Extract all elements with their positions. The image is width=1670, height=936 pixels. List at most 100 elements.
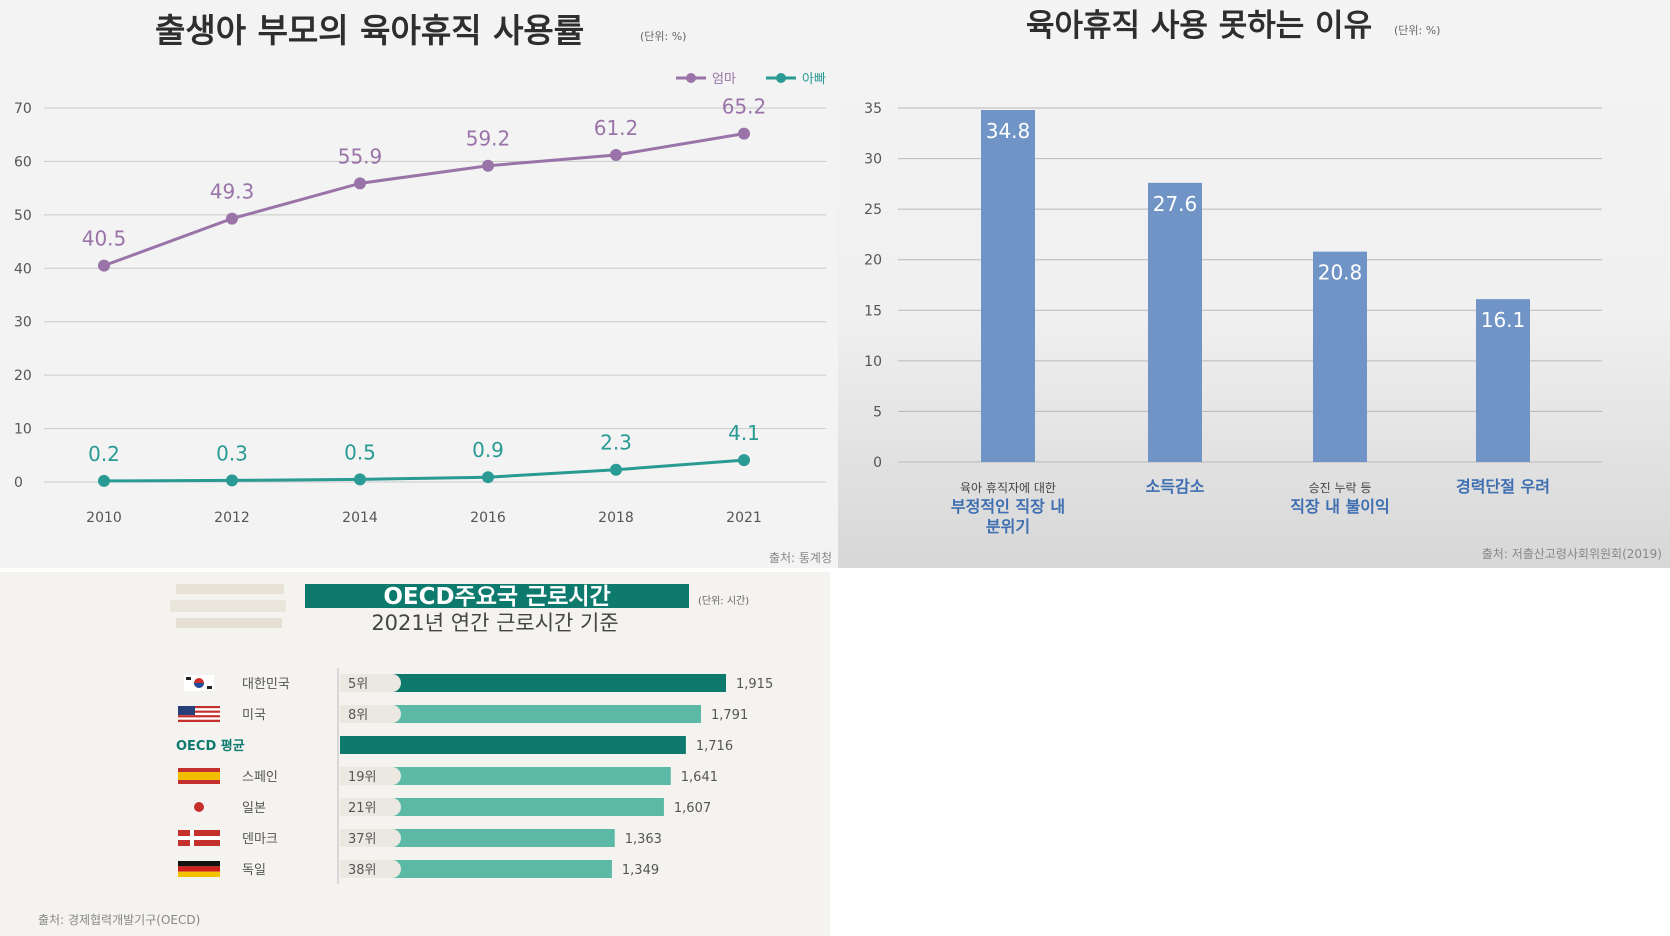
bar-chart-svg: 육아휴직 사용 못하는 이유 (단위: %) 0 5 10 15 20 25 30 35 34… <box>864 8 1662 561</box>
x-tick-label: 2016 <box>470 510 506 526</box>
rank-tab <box>340 860 401 878</box>
korea-flag-icon <box>184 675 214 691</box>
country-label: 일본 <box>242 801 266 816</box>
oecd-working-hours-chart: OECD주요국 근로시간 (단위: 시간) 2021년 연간 근로시간 기준 대… <box>0 572 830 936</box>
grid-lines <box>44 107 826 483</box>
bar-value-label: 20.8 <box>1318 261 1363 285</box>
data-label: 40.5 <box>82 227 127 251</box>
value-label: 1,791 <box>711 708 748 723</box>
country-label: 미국 <box>242 708 266 723</box>
data-label: 2.3 <box>600 431 632 455</box>
y-tick-label: 20 <box>14 368 32 384</box>
chart-unit: (단위: 시간) <box>698 594 749 607</box>
value-label: 1,349 <box>622 863 659 878</box>
chart-title: 육아휴직 사용 못하는 이유 <box>1026 8 1372 44</box>
data-label: 49.3 <box>210 180 255 204</box>
bar-value-label: 16.1 <box>1481 308 1526 332</box>
data-label: 0.3 <box>216 441 248 465</box>
rank-label: 37위 <box>348 832 377 847</box>
x-tick-label: 2010 <box>86 510 122 526</box>
data-point <box>482 159 494 172</box>
data-point <box>482 471 494 484</box>
hbar-chart-svg: OECD주요국 근로시간 (단위: 시간) 2021년 연간 근로시간 기준 대… <box>38 584 773 927</box>
line-chart-svg: 출생아 부모의 육아휴직 사용률 (단위: %) 엄마 아빠 0 10 20 30 40 5… <box>14 11 832 565</box>
category-label: 소득감소 <box>1146 477 1205 496</box>
category-label: 육아 휴직자에 대한 <box>960 481 1056 495</box>
rank-label: 5위 <box>348 677 368 692</box>
bar <box>340 798 664 816</box>
x-axis-ticks: 2010 2012 2014 2016 2018 2021 <box>86 510 762 526</box>
y-tick-label: 0 <box>873 455 882 471</box>
bar <box>340 829 615 847</box>
y-tick-label: 50 <box>14 208 32 224</box>
y-axis-ticks: 0 5 10 15 20 25 30 35 <box>864 101 882 471</box>
chart-subtitle: 2021년 연간 근로시간 기준 <box>371 611 618 635</box>
y-tick-label: 0 <box>14 475 23 491</box>
bar-value-label: 34.8 <box>986 119 1031 143</box>
category-label: 경력단절 우려 <box>1456 477 1550 496</box>
series-line-1 <box>103 458 745 483</box>
usa-flag-icon <box>178 706 220 722</box>
data-point <box>226 474 238 487</box>
rank-tab <box>340 829 401 847</box>
rank-tab <box>340 767 401 785</box>
y-axis-ticks: 0 10 20 30 40 50 60 70 <box>14 101 32 491</box>
spain-flag-icon <box>178 768 220 784</box>
bars-group: 34.8 27.6 20.8 16.1 <box>981 110 1530 463</box>
data-label: 55.9 <box>338 144 383 168</box>
country-label: 대한민국 <box>242 677 290 692</box>
y-tick-label: 30 <box>14 315 32 331</box>
data-point <box>354 473 366 486</box>
y-tick-label: 40 <box>14 261 32 277</box>
chart-title: 출생아 부모의 육아휴직 사용률 <box>155 11 584 50</box>
rank-tab <box>340 674 401 692</box>
chart-legend: 엄마 아빠 <box>676 72 826 87</box>
data-point <box>98 474 110 487</box>
legend-label: 엄마 <box>712 72 736 87</box>
category-label: 부정적인 직장 내 <box>951 497 1065 516</box>
chart-source: 출처: 통계청 <box>769 551 832 565</box>
rank-label: 21위 <box>348 801 377 816</box>
data-point <box>738 454 750 467</box>
data-label: 4.1 <box>728 421 760 445</box>
rank-tab <box>340 705 401 723</box>
legend-label: 아빠 <box>802 72 826 87</box>
bar <box>981 110 1035 462</box>
series-group: 40.5 49.3 55.9 59.2 61.2 65.2 0.2 0.3 0.5 0.9 2.3 4… <box>82 95 766 487</box>
data-point <box>738 127 750 140</box>
value-label: 1,363 <box>625 832 662 847</box>
data-point <box>610 463 622 476</box>
japan-flag-icon <box>194 802 204 812</box>
bar-value-label: 27.6 <box>1153 192 1198 216</box>
y-tick-label: 25 <box>864 202 882 218</box>
x-tick-label: 2014 <box>342 510 378 526</box>
legend-marker <box>686 73 696 83</box>
denmark-flag-icon <box>178 830 220 846</box>
data-point <box>610 149 622 162</box>
x-tick-label: 2021 <box>726 510 762 526</box>
y-tick-label: 30 <box>864 152 882 168</box>
data-label: 0.9 <box>472 438 504 462</box>
bar <box>340 767 671 785</box>
bar <box>340 674 726 692</box>
data-point <box>98 259 110 272</box>
rank-label: 19위 <box>348 770 377 785</box>
legend-marker <box>776 73 786 83</box>
country-label: 덴마크 <box>242 832 278 847</box>
data-label: 61.2 <box>594 116 639 140</box>
value-label: 1,607 <box>674 801 711 816</box>
country-label: OECD 평균 <box>176 738 245 754</box>
data-point <box>354 177 366 190</box>
y-tick-label: 10 <box>14 422 32 438</box>
value-label: 1,915 <box>736 677 773 692</box>
category-label: 분위기 <box>986 517 1030 536</box>
bar <box>1148 182 1202 463</box>
y-tick-label: 15 <box>864 303 882 319</box>
rank-label: 38위 <box>348 863 377 878</box>
y-tick-label: 70 <box>14 101 32 117</box>
bar <box>340 705 702 723</box>
series-line-0 <box>103 132 745 268</box>
bar <box>340 860 612 878</box>
deco-icon <box>170 584 286 628</box>
rank-label: 8위 <box>348 708 368 723</box>
